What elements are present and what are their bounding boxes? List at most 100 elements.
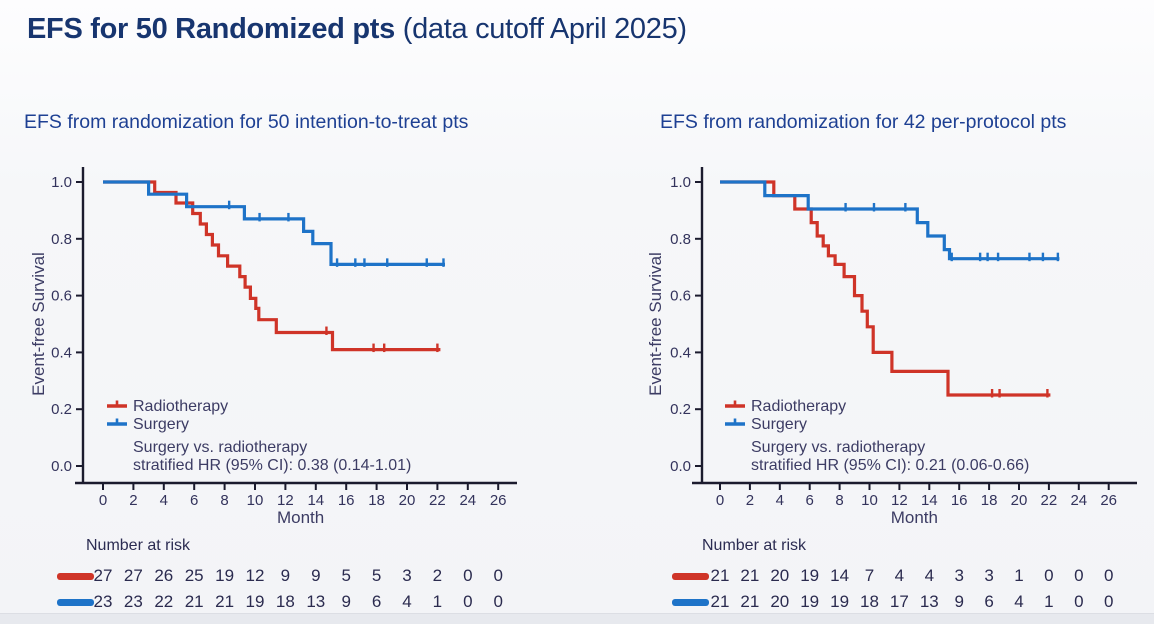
slide-bottom-edge [0,613,1154,624]
x-tick-label: 6 [190,492,198,509]
x-tick-label: 10 [247,492,264,509]
risk-value: 19 [245,592,265,611]
risk-value: 0 [463,592,473,611]
risk-value: 5 [371,566,382,585]
risk-value: 0 [1074,566,1084,585]
x-tick-label: 8 [220,492,228,509]
x-tick-label: 24 [1070,492,1087,509]
risk-value: 4 [402,592,412,611]
risk-row-swatch-radiotherapy [672,573,709,580]
risk-value: 14 [830,566,850,585]
risk-value: 0 [1103,592,1114,611]
y-tick-label: 0.2 [670,401,691,418]
km-curve-radiotherapy [720,180,1051,397]
km-chart-per-protocol: 0 2 4 6 8 10 12 14 16 18 20 22 24 26Month0.00.20.40.6… [646,167,1137,527]
x-axis-title: Month [891,508,938,527]
x-tick-label: 2 [129,492,137,509]
y-tick-label: 0.4 [51,344,72,361]
y-tick-label: 0.0 [51,458,72,475]
risk-value: 19 [215,566,235,585]
risk-value: 4 [1014,592,1024,611]
y-tick-label: 0.4 [670,344,691,361]
chart-subtitle-itt: EFS from randomization for 50 intention-… [24,111,469,133]
y-tick-label: 0.6 [670,288,691,305]
risk-value: 0 [1103,566,1114,585]
x-axis-title: Month [277,508,324,527]
page-title-cutoff: (data cutoff April 2025) [394,13,687,45]
x-tick-label: 4 [160,492,168,509]
risk-value: 4 [894,566,905,585]
x-tick-label: 16 [338,492,355,509]
x-tick-label: 6 [806,492,814,509]
risk-value: 19 [800,566,820,585]
risk-value: 25 [184,566,204,585]
risk-value: 1 [1014,566,1024,585]
risk-value: 19 [800,592,820,611]
risk-value: 12 [245,566,265,585]
legend-label: Surgery [751,416,807,433]
risk-value: 3 [984,566,994,585]
risk-value: 5 [341,566,351,585]
risk-value: 9 [280,566,291,585]
x-tick-label: 22 [429,492,446,509]
x-tick-label: 14 [921,492,938,509]
y-axis-title: Event-free Survival [646,252,665,396]
x-tick-label: 10 [861,492,878,509]
risk-value: 0 [1074,592,1084,611]
risk-value: 22 [154,592,174,611]
risk-row-swatch-surgery [57,599,94,606]
x-tick-label: 22 [1041,492,1058,509]
risk-value: 20 [770,592,790,611]
risk-table-label-itt: Number at risk [86,537,191,554]
risk-value: 18 [275,592,295,611]
hr-annotation-line: Surgery vs. radiotherapy [133,439,307,456]
risk-value: 18 [860,592,879,611]
x-tick-label: 0 [716,492,724,509]
risk-value: 1 [1044,592,1054,611]
risk-value: 0 [493,592,503,611]
risk-value: 21 [740,592,760,611]
y-tick-label: 0.8 [670,231,691,248]
hr-annotation-line: Surgery vs. radiotherapy [751,439,925,456]
y-tick-label: 0.0 [670,458,691,475]
x-tick-label: 26 [1100,492,1117,509]
x-tick-label: 20 [1011,492,1028,509]
x-tick-label: 16 [951,492,968,509]
x-tick-label: 24 [459,492,476,509]
x-tick-label: 14 [307,492,324,509]
x-tick-label: 18 [981,492,998,509]
risk-value: 3 [402,566,412,585]
risk-value: 2 [432,566,443,585]
y-tick-label: 0.6 [51,288,72,305]
km-curve-surgery [103,180,445,266]
risk-value: 7 [864,566,875,585]
page-title-main: EFS for 50 Randomized pts [27,13,395,45]
risk-value: 0 [1044,566,1054,585]
risk-value: 9 [954,592,964,611]
hr-annotation-line: stratified HR (95% CI): 0.38 (0.14-1.01) [133,457,411,474]
x-tick-label: 18 [368,492,385,509]
y-tick-label: 1.0 [51,174,72,191]
risk-value: 19 [830,592,850,611]
x-tick-label: 2 [746,492,754,509]
km-curve-radiotherapy [103,180,441,352]
y-tick-label: 1.0 [670,174,691,191]
risk-value: 21 [710,566,730,585]
legend-label: Surgery [133,416,189,433]
risk-row-swatch-radiotherapy [57,573,94,580]
risk-value: 27 [93,566,113,585]
x-tick-label: 4 [776,492,784,509]
risk-value: 6 [371,592,382,611]
x-tick-label: 8 [835,492,843,509]
risk-value: 1 [432,592,443,611]
legend-label: Radiotherapy [133,398,228,415]
y-axis-title: Event-free Survival [29,252,48,396]
risk-value: 21 [184,592,204,611]
risk-table-label-per-protocol: Number at risk [702,537,807,554]
chart-subtitle-per-protocol: EFS from randomization for 42 per-protoc… [660,111,1067,133]
km-chart-itt: 0 2 4 6 8 10 12 14 16 18 20 22 24 26Month0.00.20.40.6… [29,167,517,527]
y-tick-label: 0.8 [51,231,72,248]
risk-value: 0 [493,566,503,585]
risk-value: 23 [123,592,143,611]
